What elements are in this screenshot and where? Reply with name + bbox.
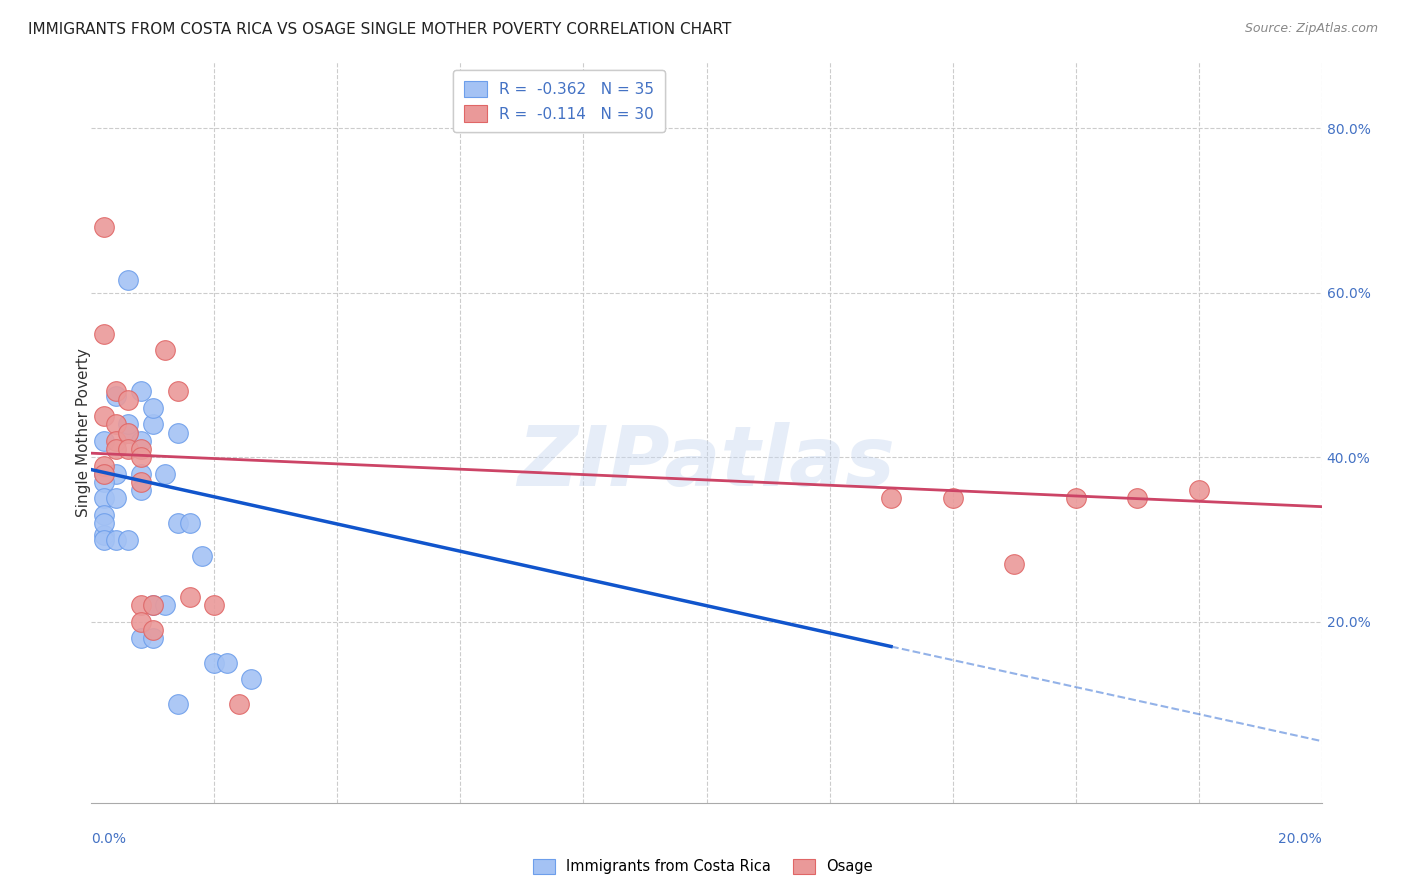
Text: Source: ZipAtlas.com: Source: ZipAtlas.com: [1244, 22, 1378, 36]
Point: [105, 389, 127, 403]
Point: [153, 599, 177, 613]
Point: [105, 434, 127, 448]
Point: [153, 343, 177, 358]
Point: [129, 632, 152, 646]
Point: [93, 533, 115, 547]
Point: [166, 697, 188, 711]
Text: 20.0%: 20.0%: [1278, 832, 1322, 846]
Point: [880, 491, 903, 506]
Point: [179, 590, 201, 604]
Point: [202, 656, 225, 670]
Point: [142, 599, 165, 613]
Point: [93, 528, 115, 542]
Point: [93, 491, 115, 506]
Point: [166, 384, 188, 399]
Point: [129, 615, 152, 629]
Point: [93, 516, 115, 530]
Point: [215, 656, 238, 670]
Text: ZIPatlas: ZIPatlas: [517, 422, 896, 503]
Point: [240, 673, 263, 687]
Point: [105, 491, 127, 506]
Point: [228, 697, 250, 711]
Point: [93, 467, 115, 481]
Point: [105, 467, 127, 481]
Point: [117, 533, 139, 547]
Point: [105, 533, 127, 547]
Point: [153, 467, 177, 481]
Point: [166, 516, 188, 530]
Point: [93, 458, 115, 473]
Point: [105, 442, 127, 456]
Point: [166, 425, 188, 440]
Point: [129, 442, 152, 456]
Point: [142, 632, 165, 646]
Y-axis label: Single Mother Poverty: Single Mother Poverty: [76, 348, 90, 517]
Point: [142, 623, 165, 637]
Point: [117, 273, 139, 287]
Point: [142, 417, 165, 432]
Point: [93, 219, 115, 234]
Point: [93, 475, 115, 489]
Point: [129, 450, 152, 465]
Point: [117, 392, 139, 407]
Point: [105, 417, 127, 432]
Legend: Immigrants from Costa Rica, Osage: Immigrants from Costa Rica, Osage: [527, 853, 879, 880]
Point: [129, 599, 152, 613]
Text: 0.0%: 0.0%: [91, 832, 127, 846]
Point: [93, 508, 115, 522]
Point: [93, 326, 115, 341]
Point: [1126, 491, 1149, 506]
Point: [191, 549, 214, 563]
Point: [105, 384, 127, 399]
Point: [93, 434, 115, 448]
Point: [129, 483, 152, 498]
Point: [117, 425, 139, 440]
Legend: R =  -0.362   N = 35, R =  -0.114   N = 30: R = -0.362 N = 35, R = -0.114 N = 30: [453, 70, 665, 132]
Point: [93, 409, 115, 424]
Point: [129, 467, 152, 481]
Point: [142, 599, 165, 613]
Point: [129, 434, 152, 448]
Point: [129, 475, 152, 489]
Point: [117, 442, 139, 456]
Point: [202, 599, 225, 613]
Point: [129, 384, 152, 399]
Text: IMMIGRANTS FROM COSTA RICA VS OSAGE SINGLE MOTHER POVERTY CORRELATION CHART: IMMIGRANTS FROM COSTA RICA VS OSAGE SING…: [28, 22, 731, 37]
Point: [1187, 483, 1209, 498]
Point: [117, 417, 139, 432]
Point: [142, 401, 165, 415]
Point: [117, 425, 139, 440]
Point: [1064, 491, 1087, 506]
Point: [941, 491, 963, 506]
Point: [1002, 558, 1025, 572]
Point: [179, 516, 201, 530]
Point: [93, 467, 115, 481]
